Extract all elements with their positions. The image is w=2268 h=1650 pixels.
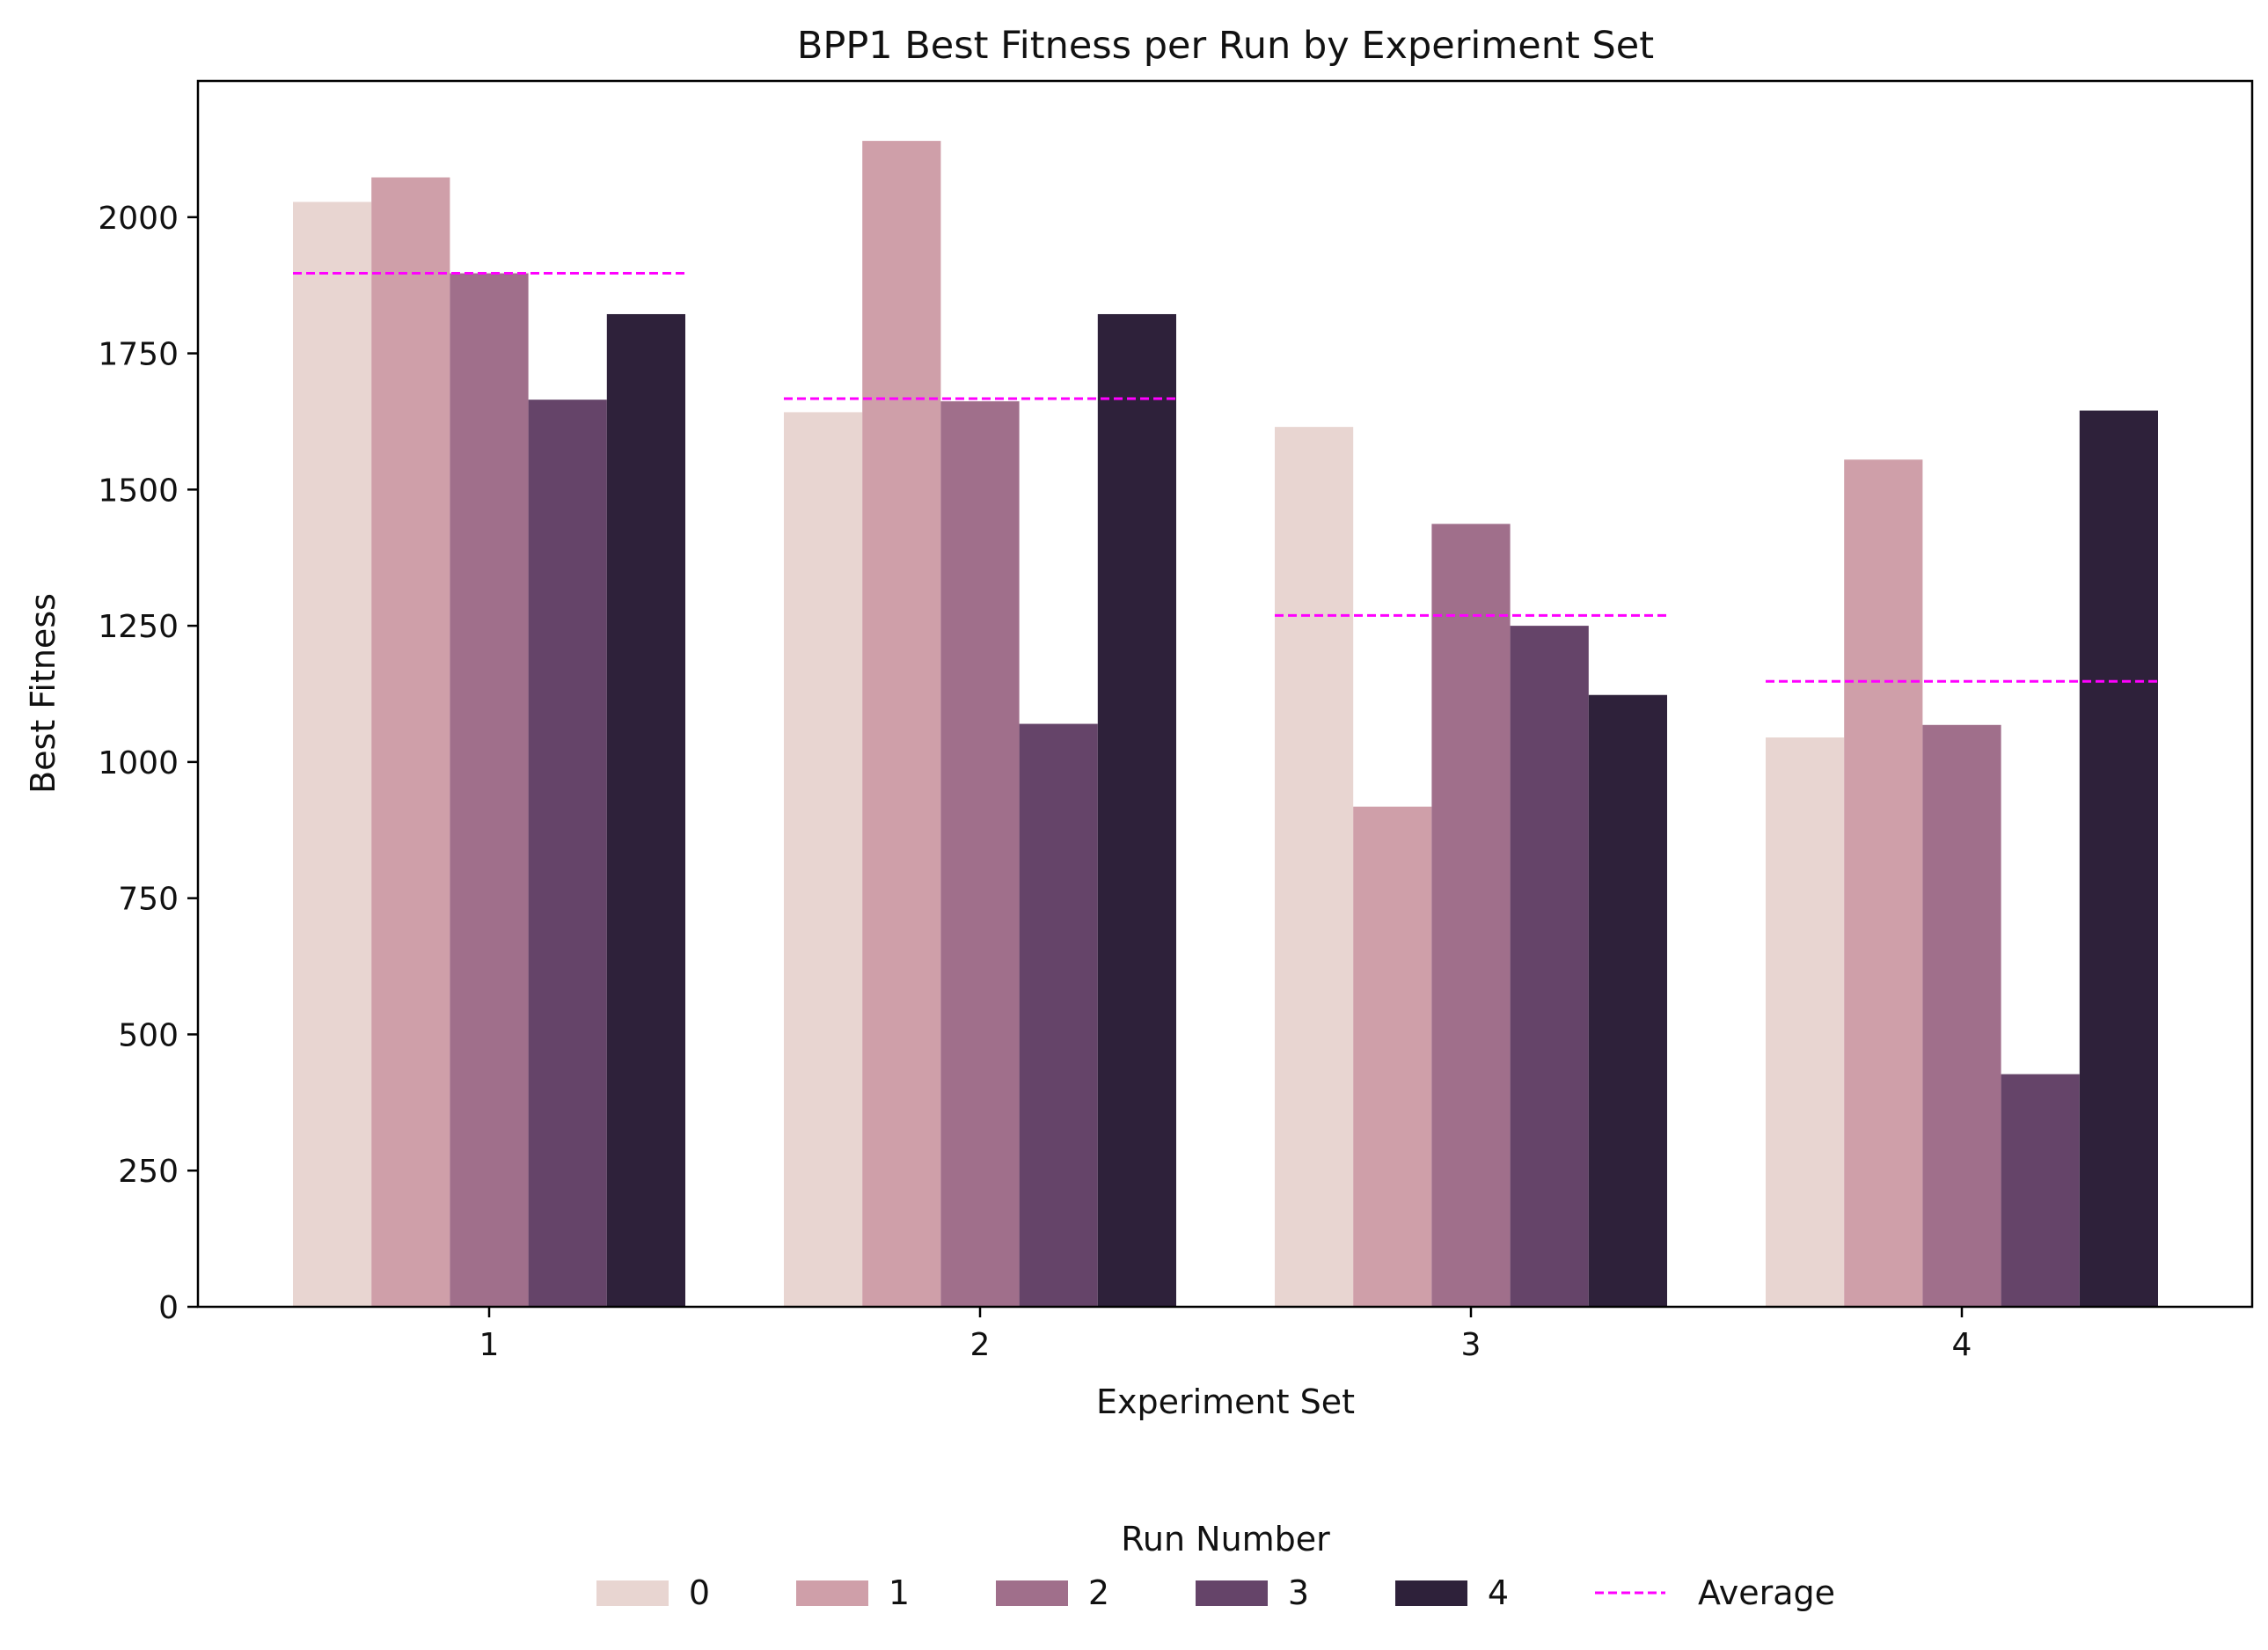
legend-label-average: Average [1698,1573,1835,1612]
y-tick-label: 750 [118,882,179,918]
bar-set-4-run-2 [1922,724,2001,1307]
y-tick-label: 1750 [98,337,179,373]
bar-set-4-run-3 [2001,1074,2080,1307]
bar-set-1-run-0 [293,202,372,1308]
bar-set-1-run-2 [450,273,529,1307]
x-tick-label: 4 [1952,1327,1972,1363]
x-tick-label: 2 [970,1327,991,1363]
bar-set-4-run-0 [1766,737,1845,1307]
legend-title: Run Number [1121,1520,1330,1558]
bar-set-3-run-4 [1588,694,1667,1307]
legend-swatch-run-3 [1196,1580,1268,1606]
y-tick-label: 2000 [98,201,179,237]
bar-set-2-run-1 [862,141,941,1308]
bar-set-1-run-3 [528,400,607,1308]
y-axis-label: Best Fitness [24,593,62,794]
y-tick-label: 0 [158,1290,179,1326]
bar-set-2-run-0 [784,412,863,1307]
y-tick-label: 1000 [98,745,179,781]
y-tick-label: 500 [118,1017,179,1053]
legend-label-run-0: 0 [689,1573,710,1612]
y-tick-label: 1250 [98,609,179,645]
bar-set-3-run-3 [1510,626,1589,1307]
bars-group [293,141,2158,1308]
chart-title: BPP1 Best Fitness per Run by Experiment … [797,24,1654,68]
bar-set-3-run-1 [1353,806,1432,1307]
bar-set-1-run-4 [606,313,685,1308]
bar-set-2-run-4 [1097,313,1176,1308]
x-axis: 1 2 3 4 [479,1307,1972,1363]
x-axis-label: Experiment Set [1096,1382,1355,1421]
bar-set-4-run-1 [1844,459,1923,1307]
legend-label-run-1: 1 [889,1573,910,1612]
bar-set-1-run-1 [371,177,450,1308]
y-tick-label: 1500 [98,473,179,509]
legend-swatch-run-0 [596,1580,669,1606]
bar-set-3-run-2 [1431,524,1511,1307]
y-tick-label: 250 [118,1154,179,1190]
legend-swatch-run-4 [1395,1580,1467,1606]
y-axis: 0 250 500 750 1000 1250 1500 1750 2000 [98,201,198,1326]
legend-label-run-2: 2 [1088,1573,1109,1612]
legend-swatch-run-1 [796,1580,868,1606]
plot-frame [196,79,2254,1309]
legend-label-run-4: 4 [1488,1573,1509,1612]
x-tick-label: 3 [1461,1327,1482,1363]
bar-set-3-run-0 [1275,427,1354,1307]
bar-set-4-run-4 [2079,410,2158,1307]
legend-swatch-run-2 [996,1580,1068,1606]
legend-label-run-3: 3 [1288,1573,1309,1612]
legend: Run Number 0 1 2 3 4 Average [596,1520,1835,1612]
x-tick-label: 1 [479,1327,500,1363]
bar-set-2-run-3 [1019,723,1098,1307]
bar-set-2-run-2 [940,401,1020,1307]
